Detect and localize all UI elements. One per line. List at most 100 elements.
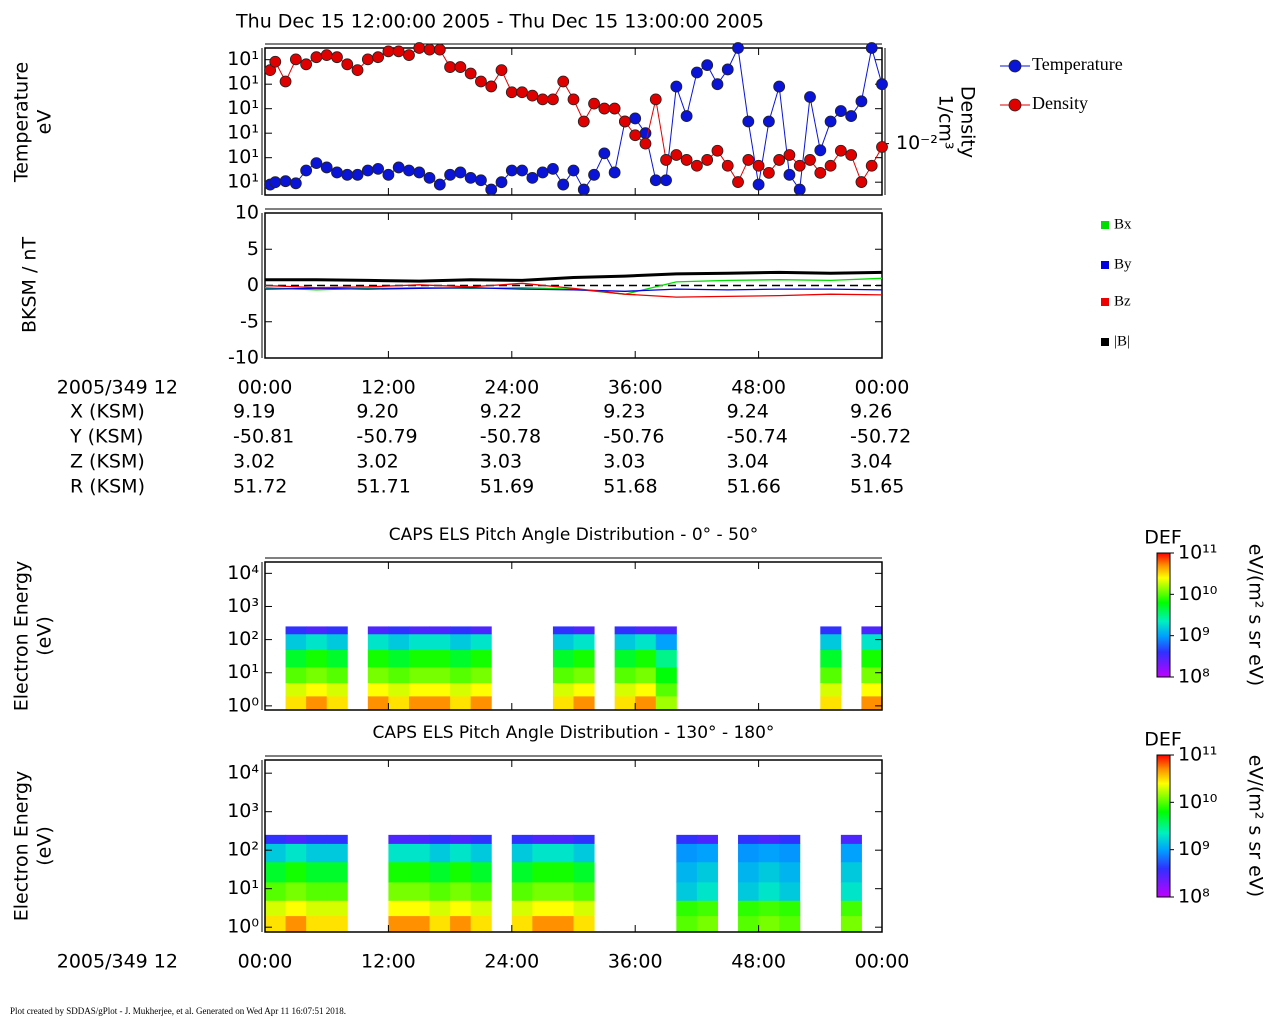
data-point: [526, 89, 539, 102]
heatmap-cell: [696, 881, 718, 901]
y-tick-label: 10¹: [227, 877, 259, 899]
y-tick-label: 10¹: [227, 661, 259, 683]
y2-tick-label: 10⁻²: [896, 132, 938, 154]
data-point: [670, 80, 683, 93]
series-line: [264, 287, 883, 292]
heatmap-cell: [758, 843, 780, 863]
y-axis-label: eV: [34, 110, 56, 135]
data-point: [711, 144, 724, 157]
heatmap-cell: [779, 843, 801, 863]
data-point: [855, 176, 868, 188]
heatmap-cell: [840, 834, 862, 844]
heatmap-cell: [388, 633, 410, 651]
heatmap-cell: [635, 666, 657, 684]
y-tick-label: -10: [228, 347, 259, 369]
heatmap-cell: [326, 861, 348, 883]
heatmap-cell: [779, 915, 801, 932]
heatmap-cell: [285, 633, 307, 651]
ephemeris-value: 51.69: [480, 476, 534, 498]
heatmap-cell: [532, 900, 554, 917]
ephemeris-value: -50.81: [233, 426, 294, 448]
y-axis-label: Electron Energy: [11, 771, 33, 922]
data-point: [845, 110, 858, 122]
heatmap-cell: [408, 626, 431, 635]
heatmap-cell: [408, 881, 431, 901]
data-point: [721, 159, 734, 172]
heatmap-cell: [408, 695, 431, 710]
colorbar-unit: eV/(m² s sr eV): [1245, 544, 1267, 686]
heatmap-cell: [552, 633, 574, 651]
x-tick-label: 00:00: [238, 377, 293, 399]
heatmap-cell: [696, 861, 718, 883]
heatmap-cell: [738, 915, 760, 932]
heatmap-cell: [429, 881, 451, 901]
data-point: [454, 61, 467, 73]
heatmap-cell: [367, 626, 389, 635]
heatmap-cell: [429, 834, 451, 844]
heatmap-cell: [655, 695, 677, 710]
plot-title: Thu Dec 15 12:00:00 2005 - Thu Dec 15 13…: [235, 11, 764, 33]
data-point: [649, 93, 662, 106]
heatmap-cell: [429, 682, 451, 697]
data-point: [876, 78, 888, 91]
heatmap-cell: [326, 626, 348, 635]
y-tick-label: 10⁰: [227, 916, 259, 938]
heatmap-cell: [285, 626, 307, 635]
data-point: [495, 176, 508, 189]
heatmap-cell: [306, 881, 328, 901]
heatmap-cell: [738, 881, 760, 901]
data-point: [289, 53, 302, 66]
colorbar-tick-label: 10⁸: [1178, 666, 1210, 688]
ephemeris-value: 51.65: [850, 476, 904, 498]
data-point: [701, 59, 714, 72]
heatmap-cell: [388, 666, 410, 684]
heatmap-cell: [738, 834, 760, 844]
y-tick-label: 10: [235, 202, 259, 224]
data-point: [300, 58, 313, 71]
data-point: [701, 154, 714, 166]
heatmap-cell: [265, 900, 287, 917]
heatmap-cell: [840, 881, 862, 901]
heatmap-cell: [306, 900, 328, 917]
heatmap-cell: [655, 682, 677, 697]
x-tick-label: 00:00: [855, 377, 910, 399]
heatmap-cell: [429, 900, 451, 917]
y-tick-label: 10¹: [227, 122, 259, 144]
heatmap-cell: [408, 900, 431, 917]
heatmap-cell: [738, 861, 760, 883]
data-point: [773, 154, 786, 166]
heatmap-cell: [306, 915, 328, 932]
data-point: [547, 93, 559, 106]
heatmap-cell: [840, 861, 862, 883]
heatmap-cell: [285, 666, 307, 684]
heatmap-cell: [326, 633, 348, 651]
y-tick-label: 10³: [227, 595, 259, 617]
data-point: [423, 171, 436, 184]
y-tick-label: 10³: [227, 800, 259, 822]
y-tick-label: 10¹: [227, 73, 259, 95]
data-point: [279, 75, 292, 88]
panel: CAPS ELS Pitch Angle Distribution - 130°…: [11, 723, 1267, 973]
data-point: [475, 174, 487, 187]
data-point: [660, 154, 672, 166]
heatmap-cell: [614, 649, 636, 668]
legend-label: By: [1114, 256, 1132, 272]
heatmap-cell: [450, 900, 472, 917]
data-point: [392, 45, 405, 58]
data-point: [752, 159, 765, 172]
heatmap-cell: [429, 626, 451, 635]
x-tick-label: 12:00: [361, 951, 416, 973]
ephemeris-row-name: R (KSM): [70, 476, 145, 498]
data-point: [310, 51, 323, 64]
heatmap-cell: [511, 915, 533, 932]
heatmap-cell: [573, 695, 595, 710]
heatmap-cell: [635, 626, 657, 635]
heatmap-cell: [696, 843, 718, 863]
data-point: [608, 102, 621, 115]
data-point: [793, 183, 806, 196]
heatmap-cell: [861, 666, 883, 684]
data-point: [619, 115, 631, 128]
heatmap-cell: [758, 861, 780, 883]
heatmap-cell: [532, 861, 554, 883]
heatmap-cell: [470, 626, 492, 635]
